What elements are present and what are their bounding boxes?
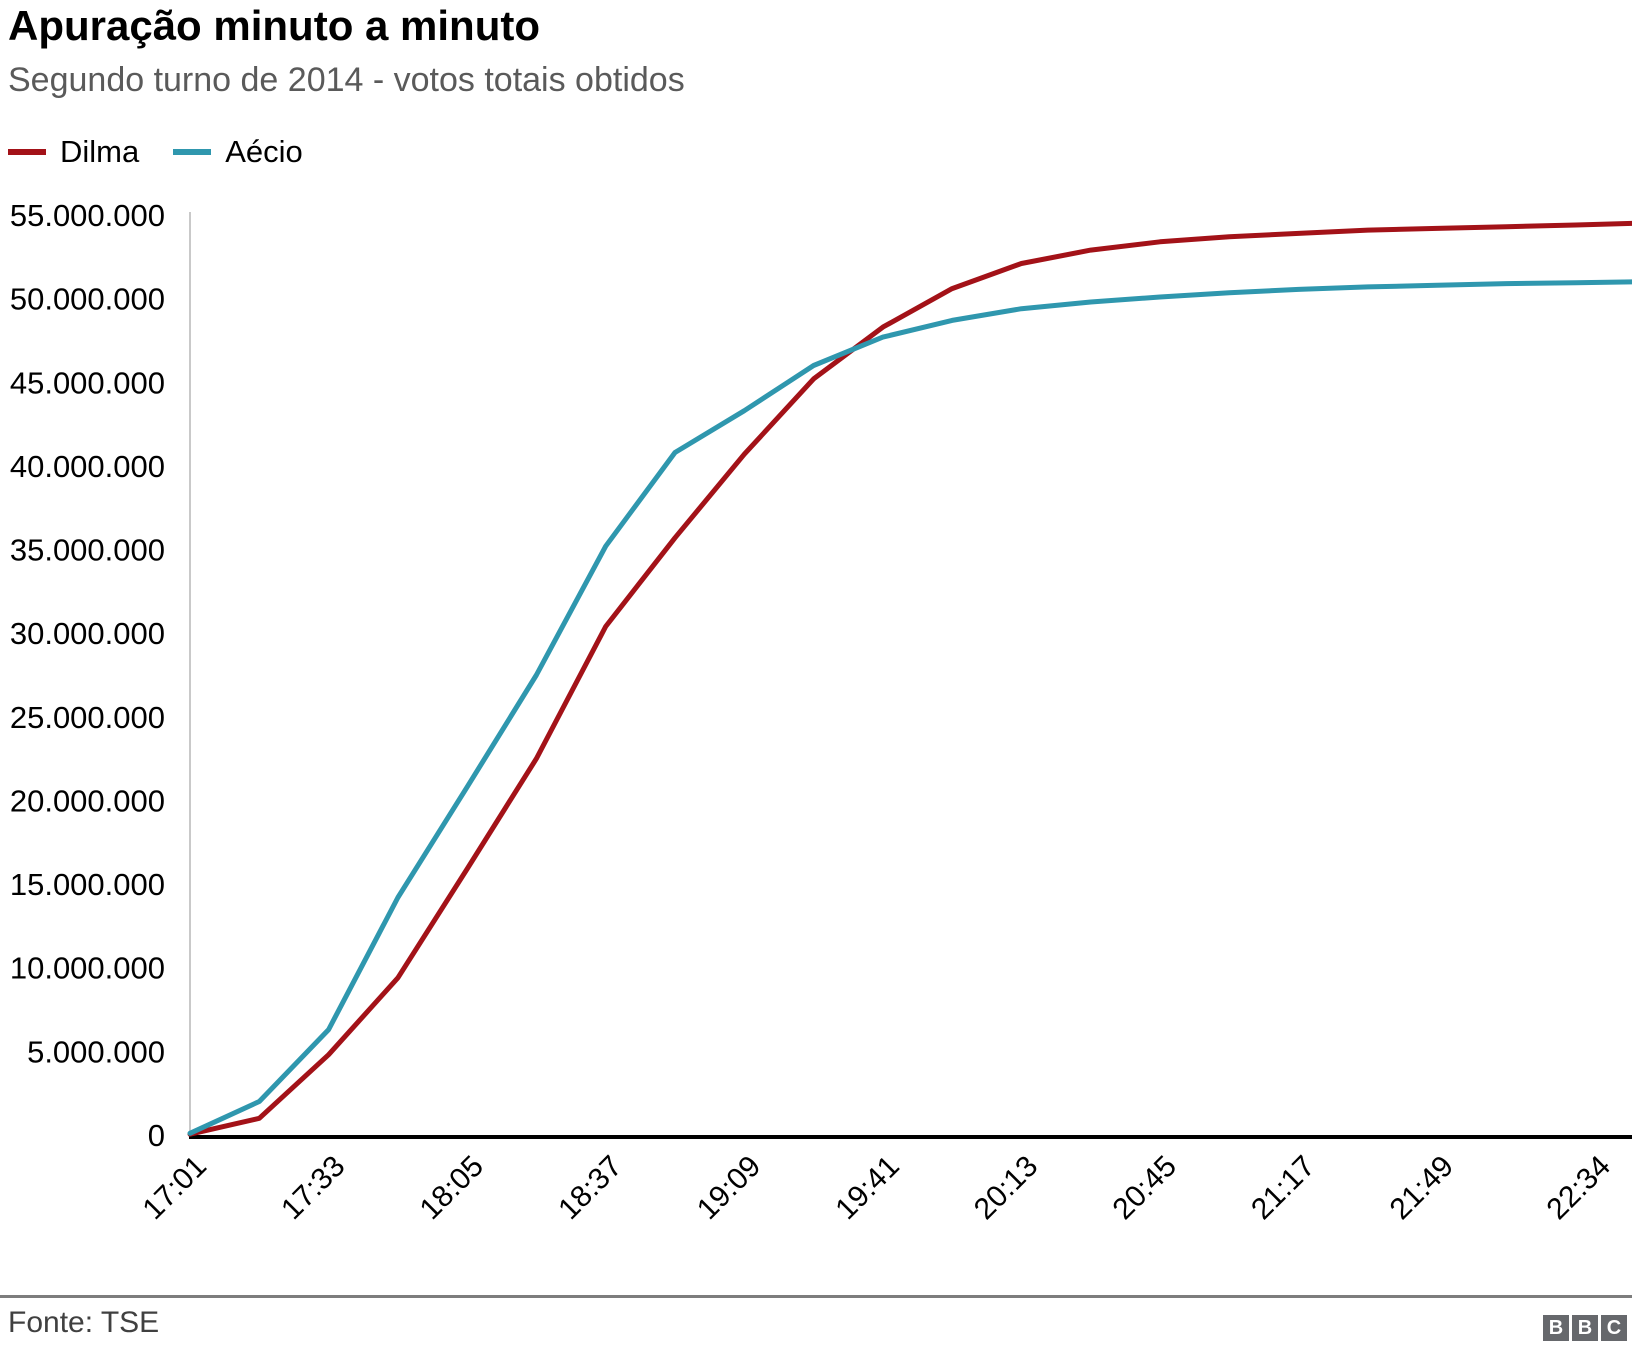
svg-text:15.000.000: 15.000.000 bbox=[10, 867, 165, 902]
source-label: Fonte: TSE bbox=[8, 1306, 160, 1339]
svg-text:10.000.000: 10.000.000 bbox=[10, 951, 165, 986]
svg-text:18:37: 18:37 bbox=[552, 1150, 628, 1226]
svg-text:25.000.000: 25.000.000 bbox=[10, 700, 165, 735]
svg-text:20:13: 20:13 bbox=[968, 1150, 1044, 1226]
legend-item-dilma: Dilma bbox=[8, 134, 139, 170]
svg-text:5.000.000: 5.000.000 bbox=[27, 1034, 165, 1069]
svg-text:22:34: 22:34 bbox=[1541, 1150, 1617, 1226]
svg-text:17:01: 17:01 bbox=[137, 1150, 213, 1226]
dilma-line-swatch-icon bbox=[8, 149, 46, 155]
svg-text:40.000.000: 40.000.000 bbox=[10, 449, 165, 484]
svg-text:19:09: 19:09 bbox=[691, 1150, 767, 1226]
svg-text:35.000.000: 35.000.000 bbox=[10, 533, 165, 568]
svg-text:30.000.000: 30.000.000 bbox=[10, 616, 165, 651]
footer-divider bbox=[0, 1295, 1632, 1298]
svg-text:55.000.000: 55.000.000 bbox=[10, 198, 165, 233]
aecio-line-swatch-icon bbox=[173, 149, 212, 155]
svg-text:0: 0 bbox=[148, 1118, 165, 1153]
svg-text:17:33: 17:33 bbox=[275, 1150, 351, 1226]
bbc-logo-letter: C bbox=[1601, 1315, 1627, 1341]
svg-text:20.000.000: 20.000.000 bbox=[10, 784, 165, 819]
svg-text:21:17: 21:17 bbox=[1245, 1150, 1321, 1226]
svg-text:19:41: 19:41 bbox=[829, 1150, 905, 1226]
legend-label-dilma: Dilma bbox=[60, 134, 140, 169]
bbc-logo: B B C bbox=[1543, 1315, 1627, 1341]
bbc-logo-letter: B bbox=[1572, 1315, 1598, 1341]
svg-text:45.000.000: 45.000.000 bbox=[10, 365, 165, 400]
chart-title: Apuração minuto a minuto bbox=[8, 2, 541, 49]
svg-text:50.000.000: 50.000.000 bbox=[10, 282, 165, 317]
svg-text:20:45: 20:45 bbox=[1107, 1150, 1183, 1226]
chart-subtitle: Segundo turno de 2014 - votos totais obt… bbox=[8, 61, 685, 99]
bbc-logo-letter: B bbox=[1543, 1315, 1569, 1341]
legend-label-aecio: Aécio bbox=[225, 134, 303, 169]
svg-text:21:49: 21:49 bbox=[1384, 1150, 1460, 1226]
legend-item-aecio: Aécio bbox=[173, 134, 303, 170]
svg-text:18:05: 18:05 bbox=[414, 1150, 490, 1226]
chart-legend: Dilma Aécio bbox=[8, 134, 303, 170]
